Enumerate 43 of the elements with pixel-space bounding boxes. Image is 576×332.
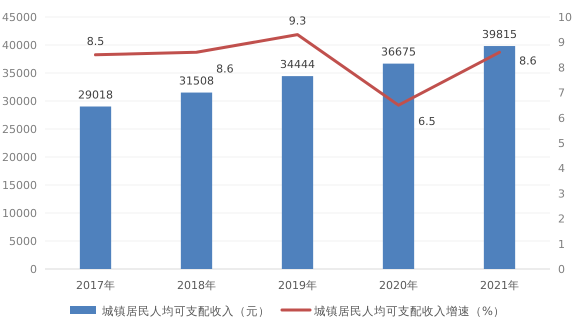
- bar: [484, 46, 516, 269]
- bar: [382, 64, 414, 269]
- y2-tick-label: 7: [558, 86, 565, 100]
- bar: [80, 106, 112, 269]
- y2-tick-label: 6: [558, 112, 565, 125]
- y-tick-label: 15000: [2, 179, 37, 192]
- legend-label: 城镇居民人均可支配收入增速（%）: [313, 304, 505, 318]
- y-tick-label: 5000: [9, 235, 37, 248]
- bar: [180, 92, 212, 269]
- x-tick-label: 2018年: [177, 279, 216, 292]
- y2-tick-label: 0: [558, 263, 565, 276]
- bar: [282, 76, 314, 269]
- data-label: 6.5: [418, 115, 436, 128]
- y2-tick-label: 3: [558, 187, 565, 200]
- data-label: 9.3: [288, 14, 306, 28]
- y-tick-label: 25000: [2, 123, 37, 136]
- y2-tick-label: 2: [558, 212, 565, 226]
- y-tick-label: 45000: [2, 11, 37, 24]
- y2-tick-label: 1: [558, 238, 565, 251]
- data-label: 36675: [381, 46, 416, 59]
- y-tick-label: 10000: [2, 207, 37, 220]
- data-label: 8.5: [86, 34, 104, 48]
- x-tick-label: 2019年: [278, 279, 317, 292]
- y2-tick-label: 10: [558, 11, 572, 24]
- y2-tick-label: 5: [558, 137, 565, 150]
- y2-tick-label: 4: [558, 162, 565, 176]
- data-label: 8.6: [216, 62, 234, 76]
- data-label: 39815: [482, 28, 517, 42]
- x-tick-label: 2021年: [480, 279, 519, 292]
- x-tick-label: 2020年: [379, 279, 418, 292]
- y-tick-label: 30000: [2, 95, 37, 108]
- y-tick-label: 0: [30, 263, 37, 276]
- legend-label: 城镇居民人均可支配收入（元）: [101, 304, 270, 318]
- y-tick-label: 40000: [2, 39, 37, 52]
- y-tick-label: 35000: [2, 67, 37, 80]
- y-tick-label: 20000: [2, 151, 37, 164]
- y2-tick-label: 9: [558, 36, 565, 50]
- data-label: 31508: [179, 74, 214, 88]
- data-label: 29018: [78, 88, 113, 102]
- data-label: 8.6: [519, 54, 537, 68]
- y2-tick-label: 8: [558, 61, 565, 74]
- x-tick-label: 2017年: [76, 279, 115, 292]
- data-label: 34444: [280, 58, 315, 72]
